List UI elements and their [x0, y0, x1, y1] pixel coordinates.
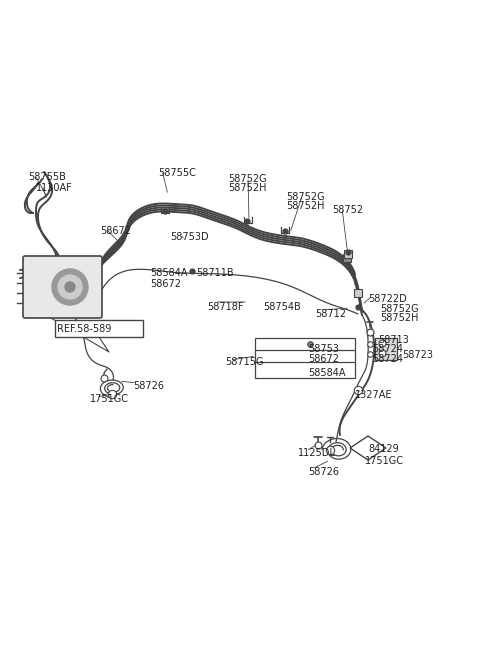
Bar [55, 320, 143, 337]
Text: 58726: 58726 [308, 467, 339, 477]
FancyBboxPatch shape [23, 256, 102, 318]
Text: 58715G: 58715G [225, 357, 264, 367]
Text: REF.58-589: REF.58-589 [57, 324, 111, 333]
Text: 58755B: 58755B [28, 172, 66, 182]
Text: 58752G: 58752G [380, 304, 419, 314]
Text: 58711B: 58711B [196, 268, 234, 278]
Text: 58752H: 58752H [380, 313, 419, 323]
Text: 58723: 58723 [402, 350, 433, 360]
Text: 58752: 58752 [332, 205, 363, 215]
Text: 58672: 58672 [150, 279, 181, 289]
Text: 58754B: 58754B [263, 302, 301, 312]
Text: 58752H: 58752H [228, 183, 266, 193]
Text: 58755C: 58755C [158, 168, 196, 178]
Bar [354, 289, 362, 297]
Text: 58672: 58672 [100, 226, 131, 236]
Text: 58718F: 58718F [207, 302, 243, 312]
Text: 58752G: 58752G [228, 174, 266, 184]
Text: 58753D: 58753D [170, 232, 209, 242]
Text: 1751GC: 1751GC [365, 456, 404, 466]
Text: 58712: 58712 [315, 309, 346, 319]
Circle shape [52, 269, 88, 305]
Text: 58752H: 58752H [286, 201, 324, 211]
Text: 58584A: 58584A [150, 268, 188, 278]
Bar [255, 338, 355, 378]
Circle shape [58, 275, 82, 299]
Text: 1125DL: 1125DL [298, 448, 336, 458]
Text: 1327AE: 1327AE [355, 390, 393, 400]
Text: 1130AF: 1130AF [36, 183, 73, 193]
Bar [344, 250, 352, 258]
Text: 1751GC: 1751GC [90, 394, 129, 404]
Text: 58713: 58713 [378, 335, 409, 345]
Text: 58722D: 58722D [368, 294, 407, 304]
Text: 58724: 58724 [372, 354, 403, 364]
Text: 58753: 58753 [308, 344, 339, 354]
Text: 58584A: 58584A [308, 368, 346, 378]
Circle shape [65, 282, 75, 292]
Text: 58752G: 58752G [286, 192, 324, 202]
Text: 84129: 84129 [368, 444, 399, 454]
Polygon shape [350, 436, 386, 460]
Text: 58726: 58726 [133, 381, 164, 391]
Text: 58672: 58672 [308, 354, 339, 364]
Text: 58724: 58724 [372, 344, 403, 354]
Bar [375, 338, 397, 360]
